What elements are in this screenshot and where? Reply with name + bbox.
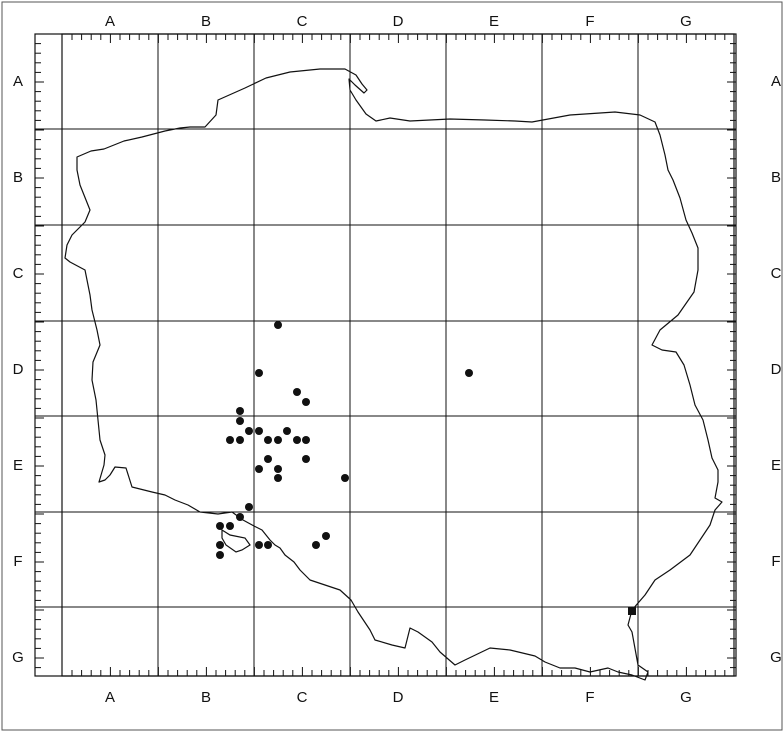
column-label: A <box>105 689 115 706</box>
record-dot <box>274 321 282 329</box>
row-label: C <box>13 265 24 282</box>
row-label: C <box>771 265 782 282</box>
row-label: D <box>13 361 24 378</box>
row-label: B <box>771 169 781 186</box>
record-squares <box>628 607 636 615</box>
column-label: D <box>393 689 404 706</box>
border-detail <box>221 528 251 553</box>
record-dot <box>341 474 349 482</box>
grid-frame <box>61 33 735 677</box>
column-label: F <box>585 689 594 706</box>
record-dot <box>322 532 330 540</box>
record-dot <box>216 551 224 559</box>
record-dot <box>302 398 310 406</box>
record-dot <box>236 417 244 425</box>
row-label: A <box>771 73 781 90</box>
record-dot <box>226 436 234 444</box>
record-dot <box>274 474 282 482</box>
record-dot <box>245 427 253 435</box>
record-dot <box>264 541 272 549</box>
record-dots <box>216 321 473 559</box>
column-label: A <box>105 13 115 30</box>
column-label: B <box>201 13 211 30</box>
row-label: E <box>771 457 781 474</box>
record-dot <box>236 407 244 415</box>
record-square <box>628 607 636 615</box>
record-dot <box>255 541 263 549</box>
map-frame <box>34 33 737 677</box>
column-label: G <box>680 13 692 30</box>
scale-ticks <box>35 34 736 676</box>
record-dot <box>236 513 244 521</box>
country-outline <box>64 68 723 681</box>
grid-lines <box>35 34 736 676</box>
record-dot <box>283 427 291 435</box>
record-dot <box>236 436 244 444</box>
row-label: D <box>771 361 782 378</box>
column-label: C <box>297 689 308 706</box>
record-dot <box>255 369 263 377</box>
record-dot <box>302 436 310 444</box>
record-dot <box>216 541 224 549</box>
row-label: E <box>13 457 23 474</box>
column-label: G <box>680 689 692 706</box>
row-label: B <box>13 169 23 186</box>
row-label: F <box>771 553 780 570</box>
column-label: B <box>201 689 211 706</box>
column-label: C <box>297 13 308 30</box>
record-dot <box>312 541 320 549</box>
record-dot <box>293 388 301 396</box>
grid-labels: A A B B C C D D E E F F G G A A B B C C D D E E F F G G <box>12 13 782 706</box>
record-dot <box>245 503 253 511</box>
record-dot <box>274 465 282 473</box>
record-dot <box>274 436 282 444</box>
record-dot <box>302 455 310 463</box>
column-label: F <box>585 13 594 30</box>
record-dot <box>293 436 301 444</box>
record-dot <box>465 369 473 377</box>
row-label: G <box>12 649 24 666</box>
column-label: D <box>393 13 404 30</box>
row-label: G <box>770 649 782 666</box>
record-dot <box>264 436 272 444</box>
row-label: F <box>13 553 22 570</box>
record-dot <box>255 427 263 435</box>
record-dot <box>216 522 224 530</box>
record-dot <box>226 522 234 530</box>
record-dot <box>264 455 272 463</box>
record-dot <box>255 465 263 473</box>
row-label: A <box>13 73 23 90</box>
column-label: E <box>489 689 499 706</box>
column-label: E <box>489 13 499 30</box>
